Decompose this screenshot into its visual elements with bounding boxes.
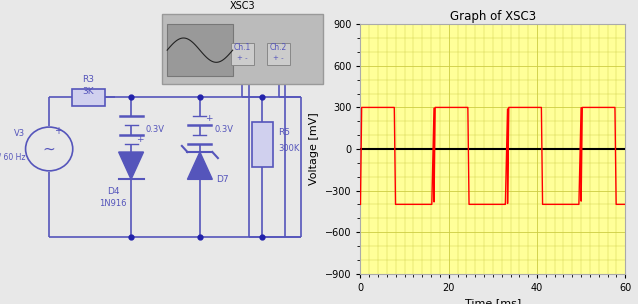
Text: +: + — [54, 126, 62, 136]
Polygon shape — [119, 152, 144, 179]
Polygon shape — [188, 152, 212, 179]
Text: R3: R3 — [82, 74, 94, 84]
Text: + -: + - — [273, 55, 284, 61]
Text: +: + — [136, 135, 144, 144]
Text: 0.3V: 0.3V — [214, 125, 234, 134]
Y-axis label: Voltage [mV]: Voltage [mV] — [309, 112, 320, 185]
FancyBboxPatch shape — [231, 43, 254, 65]
Text: D4: D4 — [107, 187, 119, 196]
Text: + -: + - — [237, 55, 248, 61]
Text: 300K: 300K — [279, 144, 300, 154]
X-axis label: Time [ms]: Time [ms] — [464, 298, 521, 304]
Text: +: + — [205, 114, 212, 123]
FancyBboxPatch shape — [251, 122, 272, 167]
Text: 1N916: 1N916 — [100, 199, 127, 208]
FancyBboxPatch shape — [162, 14, 323, 84]
Text: 0.3V: 0.3V — [146, 125, 165, 134]
Text: 3K: 3K — [83, 87, 94, 96]
Text: ~: ~ — [43, 141, 56, 157]
Title: Graph of XSC3: Graph of XSC3 — [450, 10, 536, 23]
FancyBboxPatch shape — [72, 89, 105, 106]
Text: V3: V3 — [15, 129, 26, 138]
Text: Ch.1: Ch.1 — [234, 43, 251, 52]
FancyBboxPatch shape — [167, 24, 233, 76]
Text: D7: D7 — [216, 175, 229, 184]
FancyBboxPatch shape — [267, 43, 290, 65]
Text: R5: R5 — [279, 128, 290, 137]
Text: Ch.2: Ch.2 — [270, 43, 287, 52]
Text: 5V / 60 Hz: 5V / 60 Hz — [0, 152, 26, 161]
Text: XSC3: XSC3 — [230, 1, 255, 11]
